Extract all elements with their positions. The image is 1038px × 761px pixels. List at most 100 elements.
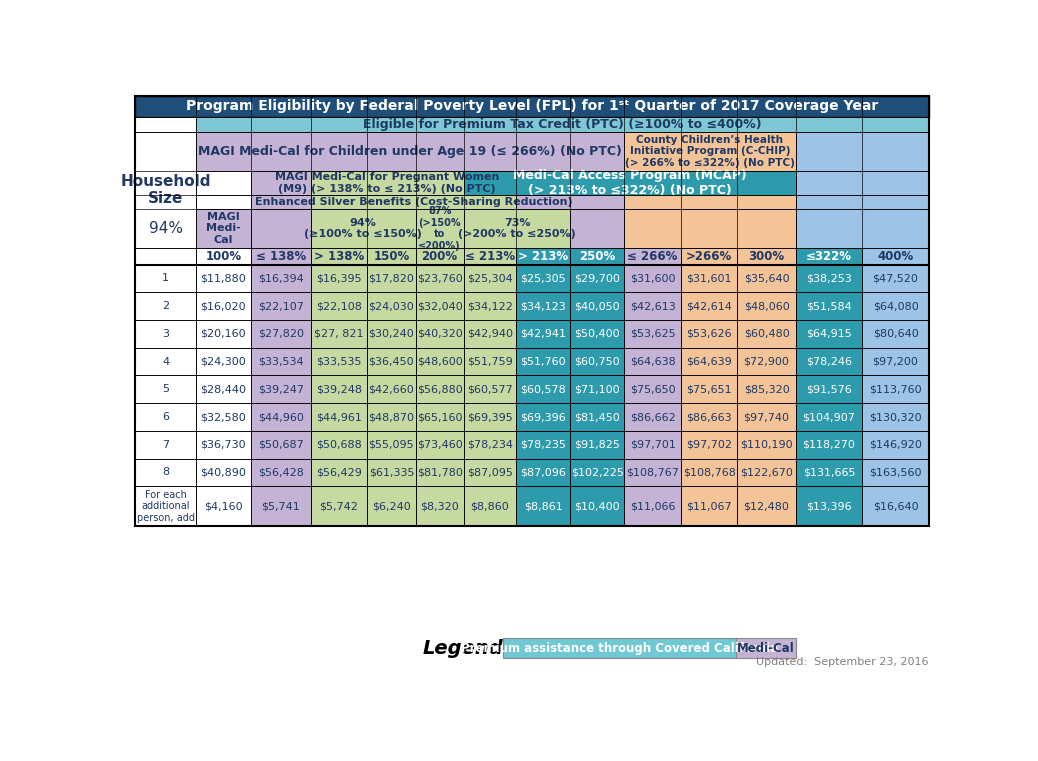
Text: County Children’s Health
Initiative Program (C-CHIP)
(> 266% to ≤322%) (No PTC): County Children’s Health Initiative Prog… bbox=[625, 135, 795, 168]
Bar bbox=[624, 459, 681, 486]
Text: 200%: 200% bbox=[421, 250, 458, 263]
Bar bbox=[737, 403, 796, 431]
Text: Eligible for Premium Tax Credit (PTC) (≥100% to ≤400%): Eligible for Premium Tax Credit (PTC) (≥… bbox=[363, 118, 762, 131]
Text: $64,638: $64,638 bbox=[630, 357, 676, 367]
Bar bbox=[570, 459, 624, 486]
Text: $118,270: $118,270 bbox=[802, 440, 855, 450]
Text: MAGI
Medi-
Cal: MAGI Medi- Cal bbox=[206, 212, 241, 245]
Bar bbox=[196, 170, 251, 196]
Bar bbox=[796, 196, 929, 209]
Bar bbox=[415, 348, 464, 375]
Text: $56,429: $56,429 bbox=[316, 467, 362, 477]
Text: $72,900: $72,900 bbox=[743, 357, 790, 367]
Text: $8,860: $8,860 bbox=[470, 501, 510, 511]
Bar bbox=[367, 375, 415, 403]
Bar bbox=[570, 486, 624, 527]
Bar bbox=[737, 265, 796, 292]
Bar bbox=[135, 209, 196, 247]
Text: $108,767: $108,767 bbox=[626, 467, 679, 477]
Text: $31,600: $31,600 bbox=[630, 273, 676, 283]
Bar bbox=[196, 196, 251, 209]
Bar bbox=[196, 459, 251, 486]
Bar bbox=[415, 375, 464, 403]
Bar bbox=[624, 320, 681, 348]
Bar bbox=[624, 247, 681, 265]
Text: $78,246: $78,246 bbox=[805, 357, 852, 367]
Bar bbox=[516, 348, 570, 375]
Bar bbox=[415, 265, 464, 292]
Bar bbox=[863, 265, 929, 292]
Text: $8,320: $8,320 bbox=[420, 501, 459, 511]
Text: $22,107: $22,107 bbox=[257, 301, 304, 311]
Bar bbox=[863, 348, 929, 375]
Text: $85,320: $85,320 bbox=[743, 384, 790, 394]
Text: $16,395: $16,395 bbox=[317, 273, 362, 283]
Text: $20,160: $20,160 bbox=[200, 329, 246, 339]
Text: $71,100: $71,100 bbox=[574, 384, 620, 394]
Bar bbox=[624, 348, 681, 375]
Bar bbox=[516, 292, 570, 320]
Bar bbox=[310, 431, 367, 459]
Text: $11,066: $11,066 bbox=[630, 501, 676, 511]
Text: $122,670: $122,670 bbox=[740, 467, 793, 477]
Text: $50,688: $50,688 bbox=[317, 440, 362, 450]
Bar bbox=[251, 459, 310, 486]
Text: $10,400: $10,400 bbox=[574, 501, 620, 511]
Text: Medi-Cal Access Program (MCAP)
(> 213% to ≤322%) (No PTC): Medi-Cal Access Program (MCAP) (> 213% t… bbox=[513, 169, 746, 197]
Bar bbox=[196, 320, 251, 348]
Bar bbox=[624, 265, 681, 292]
Text: $25,305: $25,305 bbox=[520, 273, 566, 283]
Bar bbox=[196, 292, 251, 320]
Text: $31,601: $31,601 bbox=[686, 273, 732, 283]
Text: 94%
(≥100% to ≤150%): 94% (≥100% to ≤150%) bbox=[304, 218, 422, 239]
Text: $11,880: $11,880 bbox=[200, 273, 246, 283]
Text: $69,396: $69,396 bbox=[520, 412, 566, 422]
Bar bbox=[310, 196, 516, 209]
Text: $22,108: $22,108 bbox=[316, 301, 362, 311]
Text: $34,123: $34,123 bbox=[520, 301, 566, 311]
Bar bbox=[570, 247, 624, 265]
Bar bbox=[681, 403, 737, 431]
Bar bbox=[863, 247, 929, 265]
Bar bbox=[737, 459, 796, 486]
Bar bbox=[570, 265, 624, 292]
Bar bbox=[516, 375, 570, 403]
Bar bbox=[135, 486, 196, 527]
Text: $47,520: $47,520 bbox=[873, 273, 919, 283]
Text: $50,687: $50,687 bbox=[257, 440, 304, 450]
Bar bbox=[135, 247, 196, 265]
Text: $60,480: $60,480 bbox=[743, 329, 790, 339]
Bar bbox=[737, 486, 796, 527]
Text: $60,577: $60,577 bbox=[467, 384, 513, 394]
Text: Legend: Legend bbox=[422, 638, 503, 658]
Bar bbox=[863, 459, 929, 486]
Text: $30,240: $30,240 bbox=[368, 329, 414, 339]
Bar bbox=[796, 292, 863, 320]
Bar bbox=[624, 292, 681, 320]
Text: $42,613: $42,613 bbox=[630, 301, 676, 311]
Text: $39,247: $39,247 bbox=[257, 384, 304, 394]
Text: $50,400: $50,400 bbox=[574, 329, 620, 339]
Bar bbox=[415, 209, 464, 247]
Bar bbox=[196, 348, 251, 375]
Bar bbox=[681, 320, 737, 348]
Bar bbox=[796, 459, 863, 486]
Bar bbox=[310, 320, 367, 348]
Bar bbox=[737, 320, 796, 348]
Bar bbox=[796, 209, 929, 247]
Bar bbox=[464, 348, 516, 375]
Text: $87,096: $87,096 bbox=[520, 467, 566, 477]
Text: $42,614: $42,614 bbox=[686, 301, 732, 311]
Bar bbox=[464, 431, 516, 459]
Text: $146,920: $146,920 bbox=[869, 440, 922, 450]
Bar bbox=[570, 348, 624, 375]
Bar bbox=[251, 209, 310, 247]
Text: $40,890: $40,890 bbox=[200, 467, 246, 477]
Bar bbox=[624, 375, 681, 403]
Bar bbox=[135, 320, 196, 348]
Bar bbox=[135, 403, 196, 431]
Bar bbox=[624, 132, 796, 170]
Text: Household
Size: Household Size bbox=[120, 174, 211, 206]
Bar bbox=[310, 170, 464, 196]
Bar bbox=[464, 459, 516, 486]
